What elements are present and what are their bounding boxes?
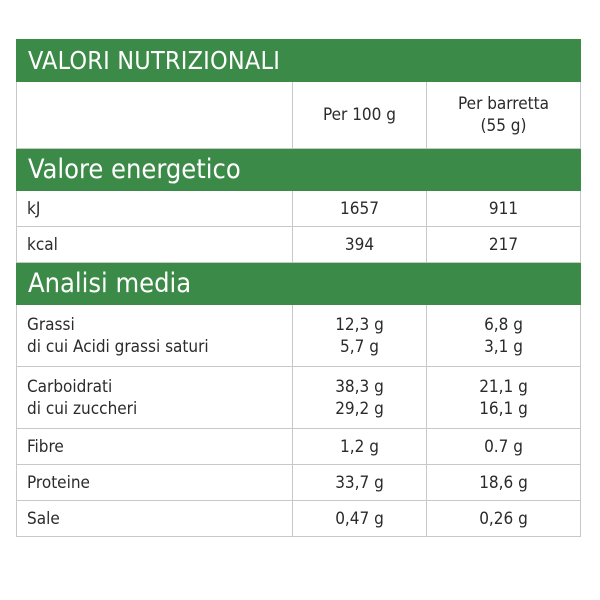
energy-section-row: Valore energetico (15, 148, 582, 191)
value-main: 21,1 g (479, 376, 528, 397)
per-bar-header: Per barretta (55 g) (425, 81, 582, 149)
per-100g-value: 38,3 g 29,2 g (292, 366, 427, 429)
row-label: Proteine (16, 464, 293, 501)
per-bar-value: 217 (425, 226, 582, 263)
column-header-row: Per 100 g Per barretta (55 g) (16, 81, 582, 149)
value-sub: 3,1 g (484, 336, 523, 357)
value-main: 38,3 g (335, 376, 384, 397)
per-bar-value: 21,1 g 16,1 g (425, 366, 582, 429)
per-bar-header-line1: Per barretta (458, 94, 549, 114)
value-sub: 29,2 g (335, 398, 384, 419)
table-row: Fibre 1,2 g 0.7 g (16, 428, 582, 465)
per-100g-value: 12,3 g 5,7 g (292, 304, 427, 367)
value-main: 12,3 g (335, 314, 384, 335)
table-row: kJ 1657 911 (16, 190, 582, 227)
table-title: VALORI NUTRIZIONALI (15, 39, 582, 82)
table-row: Carboidrati di cui zuccheri 38,3 g 29,2 … (16, 366, 582, 429)
per-100g-value: 33,7 g (292, 464, 427, 501)
value-sub: 16,1 g (479, 398, 528, 419)
row-label: kcal (16, 226, 293, 263)
row-label: Grassi di cui Acidi grassi saturi (16, 304, 293, 367)
per-bar-value: 0,26 g (425, 500, 582, 537)
title-row: VALORI NUTRIZIONALI (15, 39, 582, 82)
value-sub: 5,7 g (340, 336, 379, 357)
per-100g-value: 0,47 g (292, 500, 427, 537)
table-row: Sale 0,47 g 0,26 g (16, 500, 582, 537)
analysis-section-row: Analisi media (15, 262, 582, 305)
per-100g-value: 394 (292, 226, 427, 263)
row-label-sub: di cui zuccheri (27, 398, 138, 419)
row-label-main: Grassi (27, 314, 75, 335)
empty-header-cell (16, 81, 293, 149)
per-bar-value: 0.7 g (425, 428, 582, 465)
row-label-sub: di cui Acidi grassi saturi (27, 336, 209, 357)
nutrition-table: VALORI NUTRIZIONALI Per 100 g Per barret… (15, 39, 582, 537)
row-label: Fibre (16, 428, 293, 465)
table-row: Grassi di cui Acidi grassi saturi 12,3 g… (16, 304, 582, 367)
table-row: Proteine 33,7 g 18,6 g (16, 464, 582, 501)
per-bar-header-line2: (55 g) (480, 116, 527, 136)
per-bar-value: 18,6 g (425, 464, 582, 501)
analysis-heading: Analisi media (15, 262, 582, 305)
per-bar-value: 6,8 g 3,1 g (425, 304, 582, 367)
value-main: 6,8 g (484, 314, 523, 335)
per-bar-value: 911 (425, 190, 582, 227)
table-row: kcal 394 217 (16, 226, 582, 263)
row-label: Sale (16, 500, 293, 537)
per-100g-header: Per 100 g (292, 81, 427, 149)
per-100g-value: 1,2 g (292, 428, 427, 465)
row-label-main: Carboidrati (27, 376, 113, 397)
row-label: Carboidrati di cui zuccheri (16, 366, 293, 429)
row-label: kJ (16, 190, 293, 227)
per-100g-value: 1657 (292, 190, 427, 227)
energy-heading: Valore energetico (15, 148, 582, 191)
